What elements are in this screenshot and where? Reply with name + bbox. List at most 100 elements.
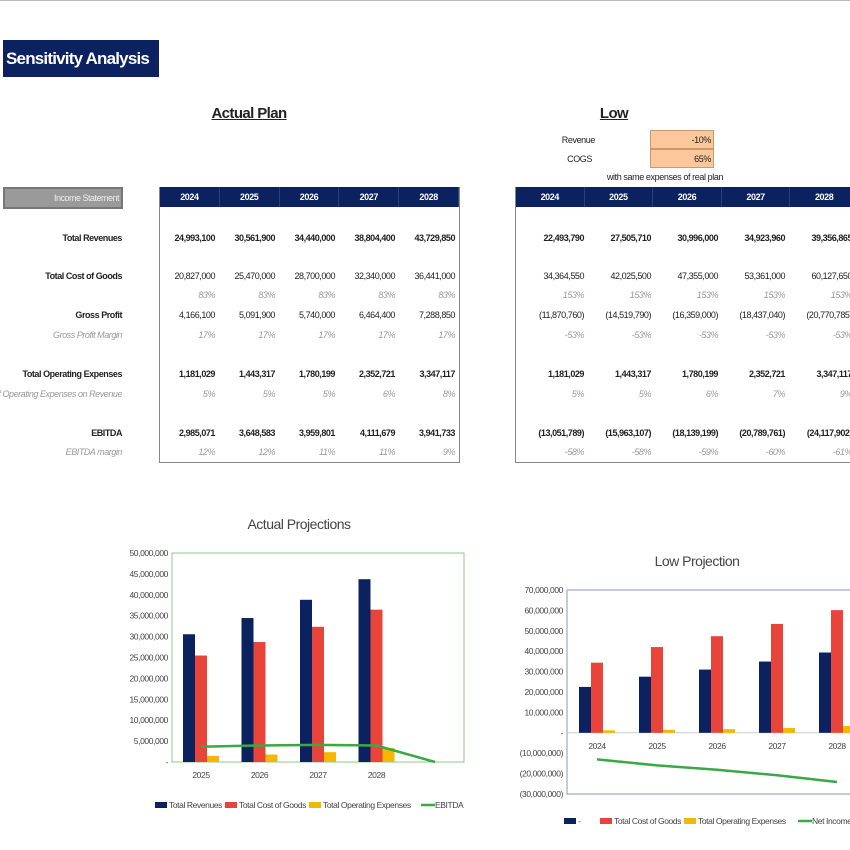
low-year-header: 2028 [790,187,850,207]
low-table-cell: (20,789,761) [739,428,785,438]
low-table-cell: 30,996,000 [677,233,718,243]
income-statement-button[interactable]: Income Statement [3,187,123,209]
actual-table-cell: 3,959,801 [299,428,335,438]
actual-table-cell: 6,464,400 [359,310,395,320]
low-year-header: 2026 [653,187,722,207]
low-table-cell: 34,923,960 [744,233,785,243]
y-tick-label: 5,000,000 [134,736,169,746]
bar-total-revenues [241,618,254,762]
cogs-input[interactable]: 65% [650,149,714,168]
y-tick-label: (10,000,000) [520,748,564,758]
row-label: Total Operating Expenses [22,369,122,379]
row-label: % of Operating Expenses on Revenue [0,389,122,399]
low-table-cell: (16,359,000) [672,310,718,320]
low-table-cell: 42,025,500 [610,271,651,281]
low-table-cell: (11,870,760) [539,310,584,320]
x-tick-label: 2027 [309,770,327,780]
y-tick-label: 70,000,000 [524,585,563,595]
bar-total-operating-expenses [663,729,675,733]
actual-table-cell: 12% [258,447,275,457]
bar-- [759,661,771,733]
low-year-header: 2024 [516,187,585,207]
actual-year-header: 2026 [280,187,340,207]
actual-table-cell: 5% [202,389,216,399]
legend-swatch [309,802,321,808]
y-tick-label: (20,000,000) [520,769,564,779]
x-tick-label: 2025 [192,770,210,780]
actual-year-header: 2024 [160,187,220,207]
line-ebitda [200,743,436,764]
y-tick-label: 20,000,000 [524,687,563,697]
bar-total-operating-expenses [265,754,278,762]
bar-total-operating-expenses [324,752,336,762]
actual-table-cell: 1,181,029 [179,369,215,379]
y-tick-label: 45,000,000 [129,569,168,579]
actual-table-cell: 83% [198,290,215,300]
legend-swatch [600,818,612,824]
low-table: 2024 2025 2026 2027 2028 [515,187,850,463]
bar-total-cost-of-goods [253,642,266,762]
actual-table-cell: 25,470,000 [234,271,275,281]
low-table-cell: -61% [832,447,850,457]
low-table-cell: 22,493,790 [543,233,584,243]
plot-area [566,589,850,795]
bar-- [579,686,591,733]
cogs-input-label: COGS [567,154,592,164]
row-label: EBITDA [91,428,122,438]
bar-total-cost-of-goods [831,610,843,733]
bar-total-cost-of-goods [771,623,783,733]
y-tick-label: 35,000,000 [129,611,168,621]
low-table-cell: -60% [765,447,786,457]
line-net-income [596,758,838,784]
bar-total-operating-expenses [603,730,615,733]
low-table-cell: 60,127,650 [811,271,850,281]
actual-year-header: 2027 [339,187,400,207]
bar-total-cost-of-goods [651,647,663,733]
bar-total-operating-expenses [382,748,395,762]
low-table-cell: 153% [629,290,652,300]
actual-year-header: 2025 [220,187,280,207]
revenue-input[interactable]: -10% [650,130,714,149]
actual-plan-table: 2024 2025 2026 2027 2028 [159,187,460,463]
actual-table-cell: 5,740,000 [299,310,335,320]
bar-total-cost-of-goods [711,636,723,733]
revenue-input-label: Revenue [561,135,596,145]
page-title: Sensitivity Analysis [3,40,159,77]
actual-table-cell: 36,441,000 [414,271,455,281]
actual-table-cell: 28,700,000 [294,271,335,281]
bar-total-operating-expenses [783,728,795,733]
actual-table-cell: 83% [258,290,275,300]
actual-table-cell: 5% [262,389,276,399]
actual-table-cell: 4,166,100 [179,310,215,320]
low-table-cell: -59% [698,447,719,457]
low-table-cell: (15,963,107) [605,428,651,438]
actual-table-cell: 2,985,071 [179,428,215,438]
actual-table-cell: 2,352,721 [359,369,395,379]
bar-total-operating-expenses [723,729,735,733]
low-table-cell: 153% [696,290,719,300]
low-table-cell: 34,364,550 [543,271,584,281]
low-heading: Low [599,105,629,122]
low-table-cell: -58% [564,447,585,457]
low-table-cell: 1,780,199 [682,369,718,379]
legend-swatch [564,818,576,824]
bar-total-cost-of-goods [312,626,324,762]
actual-table-cell: 3,941,733 [419,428,455,438]
actual-table-cell: 24,993,100 [174,233,215,243]
actual-chart-title: Actual Projections [247,516,351,532]
actual-table-cell: 1,780,199 [299,369,335,379]
actual-table-cell: 43,729,850 [414,233,455,243]
low-table-cell: 7% [772,389,786,399]
legend-swatch [684,818,696,824]
y-tick-label: 25,000,000 [129,653,168,663]
low-table-cell: 53,361,000 [744,271,785,281]
low-table-cell: 153% [562,290,585,300]
x-tick-label: 2025 [648,741,666,751]
top-divider [0,0,850,1]
y-tick-label: - [561,728,564,738]
low-table-header: 2024 2025 2026 2027 2028 [516,187,850,207]
actual-table-cell: 17% [258,330,275,340]
bar-total-cost-of-goods [195,655,207,762]
low-table-cell: 5% [638,389,652,399]
